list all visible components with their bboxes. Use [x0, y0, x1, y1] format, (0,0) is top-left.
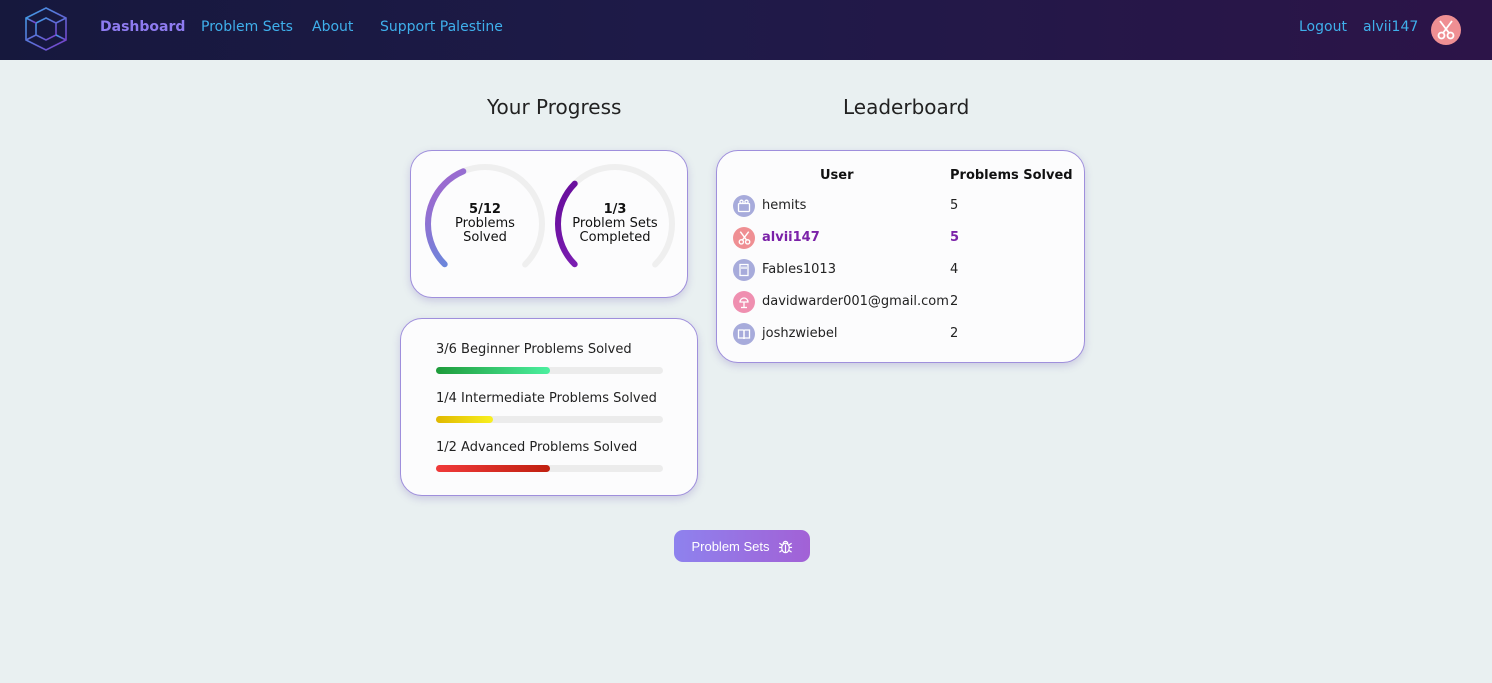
nav-link-problem-sets[interactable]: Problem Sets	[201, 19, 293, 35]
nav-link-about[interactable]: About	[312, 19, 354, 35]
problem-sets-line2: Completed	[579, 230, 651, 245]
intermediate-progress-label: 1/4 Intermediate Problems Solved	[436, 391, 657, 406]
bug-icon	[778, 540, 792, 553]
top-nav: Dashboard Problem Sets About Support Pal…	[0, 0, 1492, 60]
problem-sets-ring	[555, 164, 675, 284]
leaderboard-username: alvii147	[762, 230, 820, 245]
difficulty-progress-card: 3/6 Beginner Problems Solved 1/4 Interme…	[400, 318, 698, 496]
advanced-progress-label: 1/2 Advanced Problems Solved	[436, 440, 638, 455]
progress-rings-card: 5/12 Problems Solved 1/3 Problem Sets Co…	[410, 150, 688, 298]
leaderboard-username: Fables1013	[762, 262, 836, 277]
leaderboard-username: davidwarder001@gmail.com	[762, 294, 949, 309]
avatar	[733, 259, 755, 281]
problems-solved-ring-label: 5/12 Problems Solved	[424, 203, 546, 245]
beginner-progress-label: 3/6 Beginner Problems Solved	[436, 342, 632, 357]
problem-sets-ring-label: 1/3 Problem Sets Completed	[554, 203, 676, 245]
lamp-icon	[739, 297, 749, 309]
leaderboard-score: 2	[950, 326, 959, 341]
problem-sets-line1: Problem Sets	[572, 216, 658, 231]
user-avatar[interactable]	[1431, 15, 1461, 45]
film-icon	[737, 199, 751, 213]
leaderboard-username: hemits	[762, 198, 807, 213]
cube-logo-icon[interactable]	[24, 6, 68, 52]
beginner-progress-track	[436, 367, 663, 374]
nav-link-dashboard[interactable]: Dashboard	[100, 19, 186, 35]
book-icon	[737, 329, 751, 340]
leaderboard-score: 2	[950, 294, 959, 309]
leaderboard-header-solved: Problems Solved	[950, 168, 1073, 183]
leaderboard-header-user: User	[820, 168, 854, 183]
sd-card-icon	[739, 263, 749, 277]
problem-sets-button[interactable]: Problem Sets	[674, 530, 810, 562]
logout-link[interactable]: Logout	[1299, 19, 1347, 35]
problems-solved-line2: Solved	[463, 230, 507, 245]
problems-solved-line1: Problems	[455, 216, 515, 231]
advanced-progress-track	[436, 465, 663, 472]
leaderboard-row[interactable]: joshzwiebel 2	[733, 323, 1073, 347]
problem-sets-button-label: Problem Sets	[691, 538, 770, 554]
avatar	[733, 291, 755, 313]
nav-link-support-palestine[interactable]: Support Palestine	[380, 19, 503, 35]
problem-sets-ring-arc	[555, 164, 675, 284]
avatar	[733, 195, 755, 217]
leaderboard-score: 4	[950, 262, 959, 277]
leaderboard-score: 5	[950, 230, 960, 245]
scissors-icon	[1437, 20, 1455, 40]
problems-solved-ring	[425, 164, 545, 284]
avatar	[733, 323, 755, 345]
scissors-icon	[738, 231, 750, 245]
problems-solved-value: 5/12	[469, 202, 501, 217]
leaderboard-card: User Problems Solved hemits 5 alvii147 5…	[716, 150, 1085, 363]
intermediate-progress-fill	[436, 416, 493, 423]
leaderboard-row-current-user[interactable]: alvii147 5	[733, 227, 1073, 251]
problems-solved-ring-arc	[425, 164, 545, 284]
progress-heading: Your Progress	[487, 95, 622, 119]
leaderboard-row[interactable]: Fables1013 4	[733, 259, 1073, 283]
leaderboard-row[interactable]: hemits 5	[733, 195, 1073, 219]
beginner-progress-fill	[436, 367, 550, 374]
leaderboard-username: joshzwiebel	[762, 326, 838, 341]
problem-sets-value: 1/3	[603, 202, 627, 217]
leaderboard-heading: Leaderboard	[843, 95, 970, 119]
leaderboard-row[interactable]: davidwarder001@gmail.com 2	[733, 291, 1073, 315]
advanced-progress-fill	[436, 465, 550, 472]
avatar	[733, 227, 755, 249]
nav-username-link[interactable]: alvii147	[1363, 19, 1419, 35]
leaderboard-score: 5	[950, 198, 959, 213]
intermediate-progress-track	[436, 416, 663, 423]
